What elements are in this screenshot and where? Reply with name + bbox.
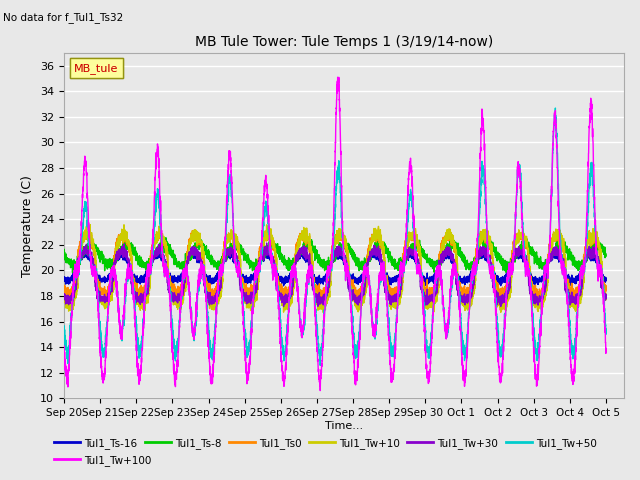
Text: No data for f_Tul1_Ts32: No data for f_Tul1_Ts32 <box>3 12 124 23</box>
Legend: Tul1_Tw+100: Tul1_Tw+100 <box>50 451 156 470</box>
Title: MB Tule Tower: Tule Temps 1 (3/19/14-now): MB Tule Tower: Tule Temps 1 (3/19/14-now… <box>195 35 493 49</box>
X-axis label: Time...: Time... <box>325 421 363 431</box>
Legend: Tul1_Ts-16, Tul1_Ts-8, Tul1_Ts0, Tul1_Tw+10, Tul1_Tw+30, Tul1_Tw+50: Tul1_Ts-16, Tul1_Ts-8, Tul1_Ts0, Tul1_Tw… <box>50 434 601 453</box>
Legend: MB_tule: MB_tule <box>70 59 123 78</box>
Y-axis label: Temperature (C): Temperature (C) <box>22 175 35 276</box>
